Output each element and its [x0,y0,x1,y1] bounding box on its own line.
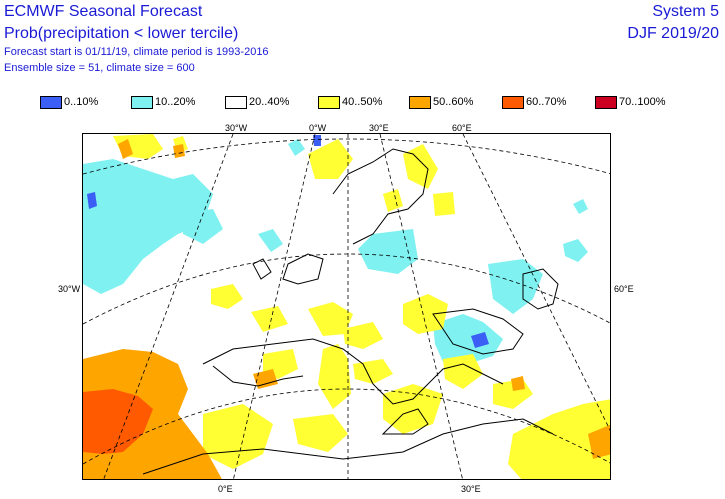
lon-label-top: 60°E [452,123,472,133]
title: ECMWF Seasonal Forecast [4,3,203,20]
prob-60-70-areas [83,389,153,454]
lon-label-bottom: 30°E [461,484,481,494]
system-label: System 5 [652,3,719,20]
map-canvas [83,134,610,479]
legend-label: 70..100% [619,96,666,108]
forecast-info: Forecast start is 01/11/19, climate peri… [4,46,269,58]
lon-label-top: 0°W [309,123,327,133]
graticule [83,134,610,479]
season-label: DJF 2019/20 [627,25,719,42]
subtitle: Prob(precipitation < lower tercile) [4,25,239,42]
legend-swatch [595,96,617,109]
legend-swatch [409,96,431,109]
lon-label-top: 30°W [225,123,248,133]
lon-label-top: 30°E [369,123,389,133]
legend-label: 50..60% [433,96,474,108]
legend-label: 40..50% [342,96,383,108]
legend-swatch [40,96,62,109]
map [82,133,611,480]
lon-label-bottom: 0°E [218,484,233,494]
legend-label: 20..40% [249,96,290,108]
legend-label: 10..20% [155,96,196,108]
lat-label-left: 30°W [58,284,81,294]
legend-swatch [225,96,247,109]
legend-label: 0..10% [64,96,99,108]
ensemble-info: Ensemble size = 51, climate size = 600 [4,62,195,74]
lat-label-right: 60°E [614,284,634,294]
prob-0-10-areas [87,135,489,348]
legend-swatch [502,96,524,109]
legend-swatch [318,96,340,109]
coastlines [142,148,559,475]
legend-swatch [131,96,153,109]
legend-label: 60..70% [526,96,567,108]
